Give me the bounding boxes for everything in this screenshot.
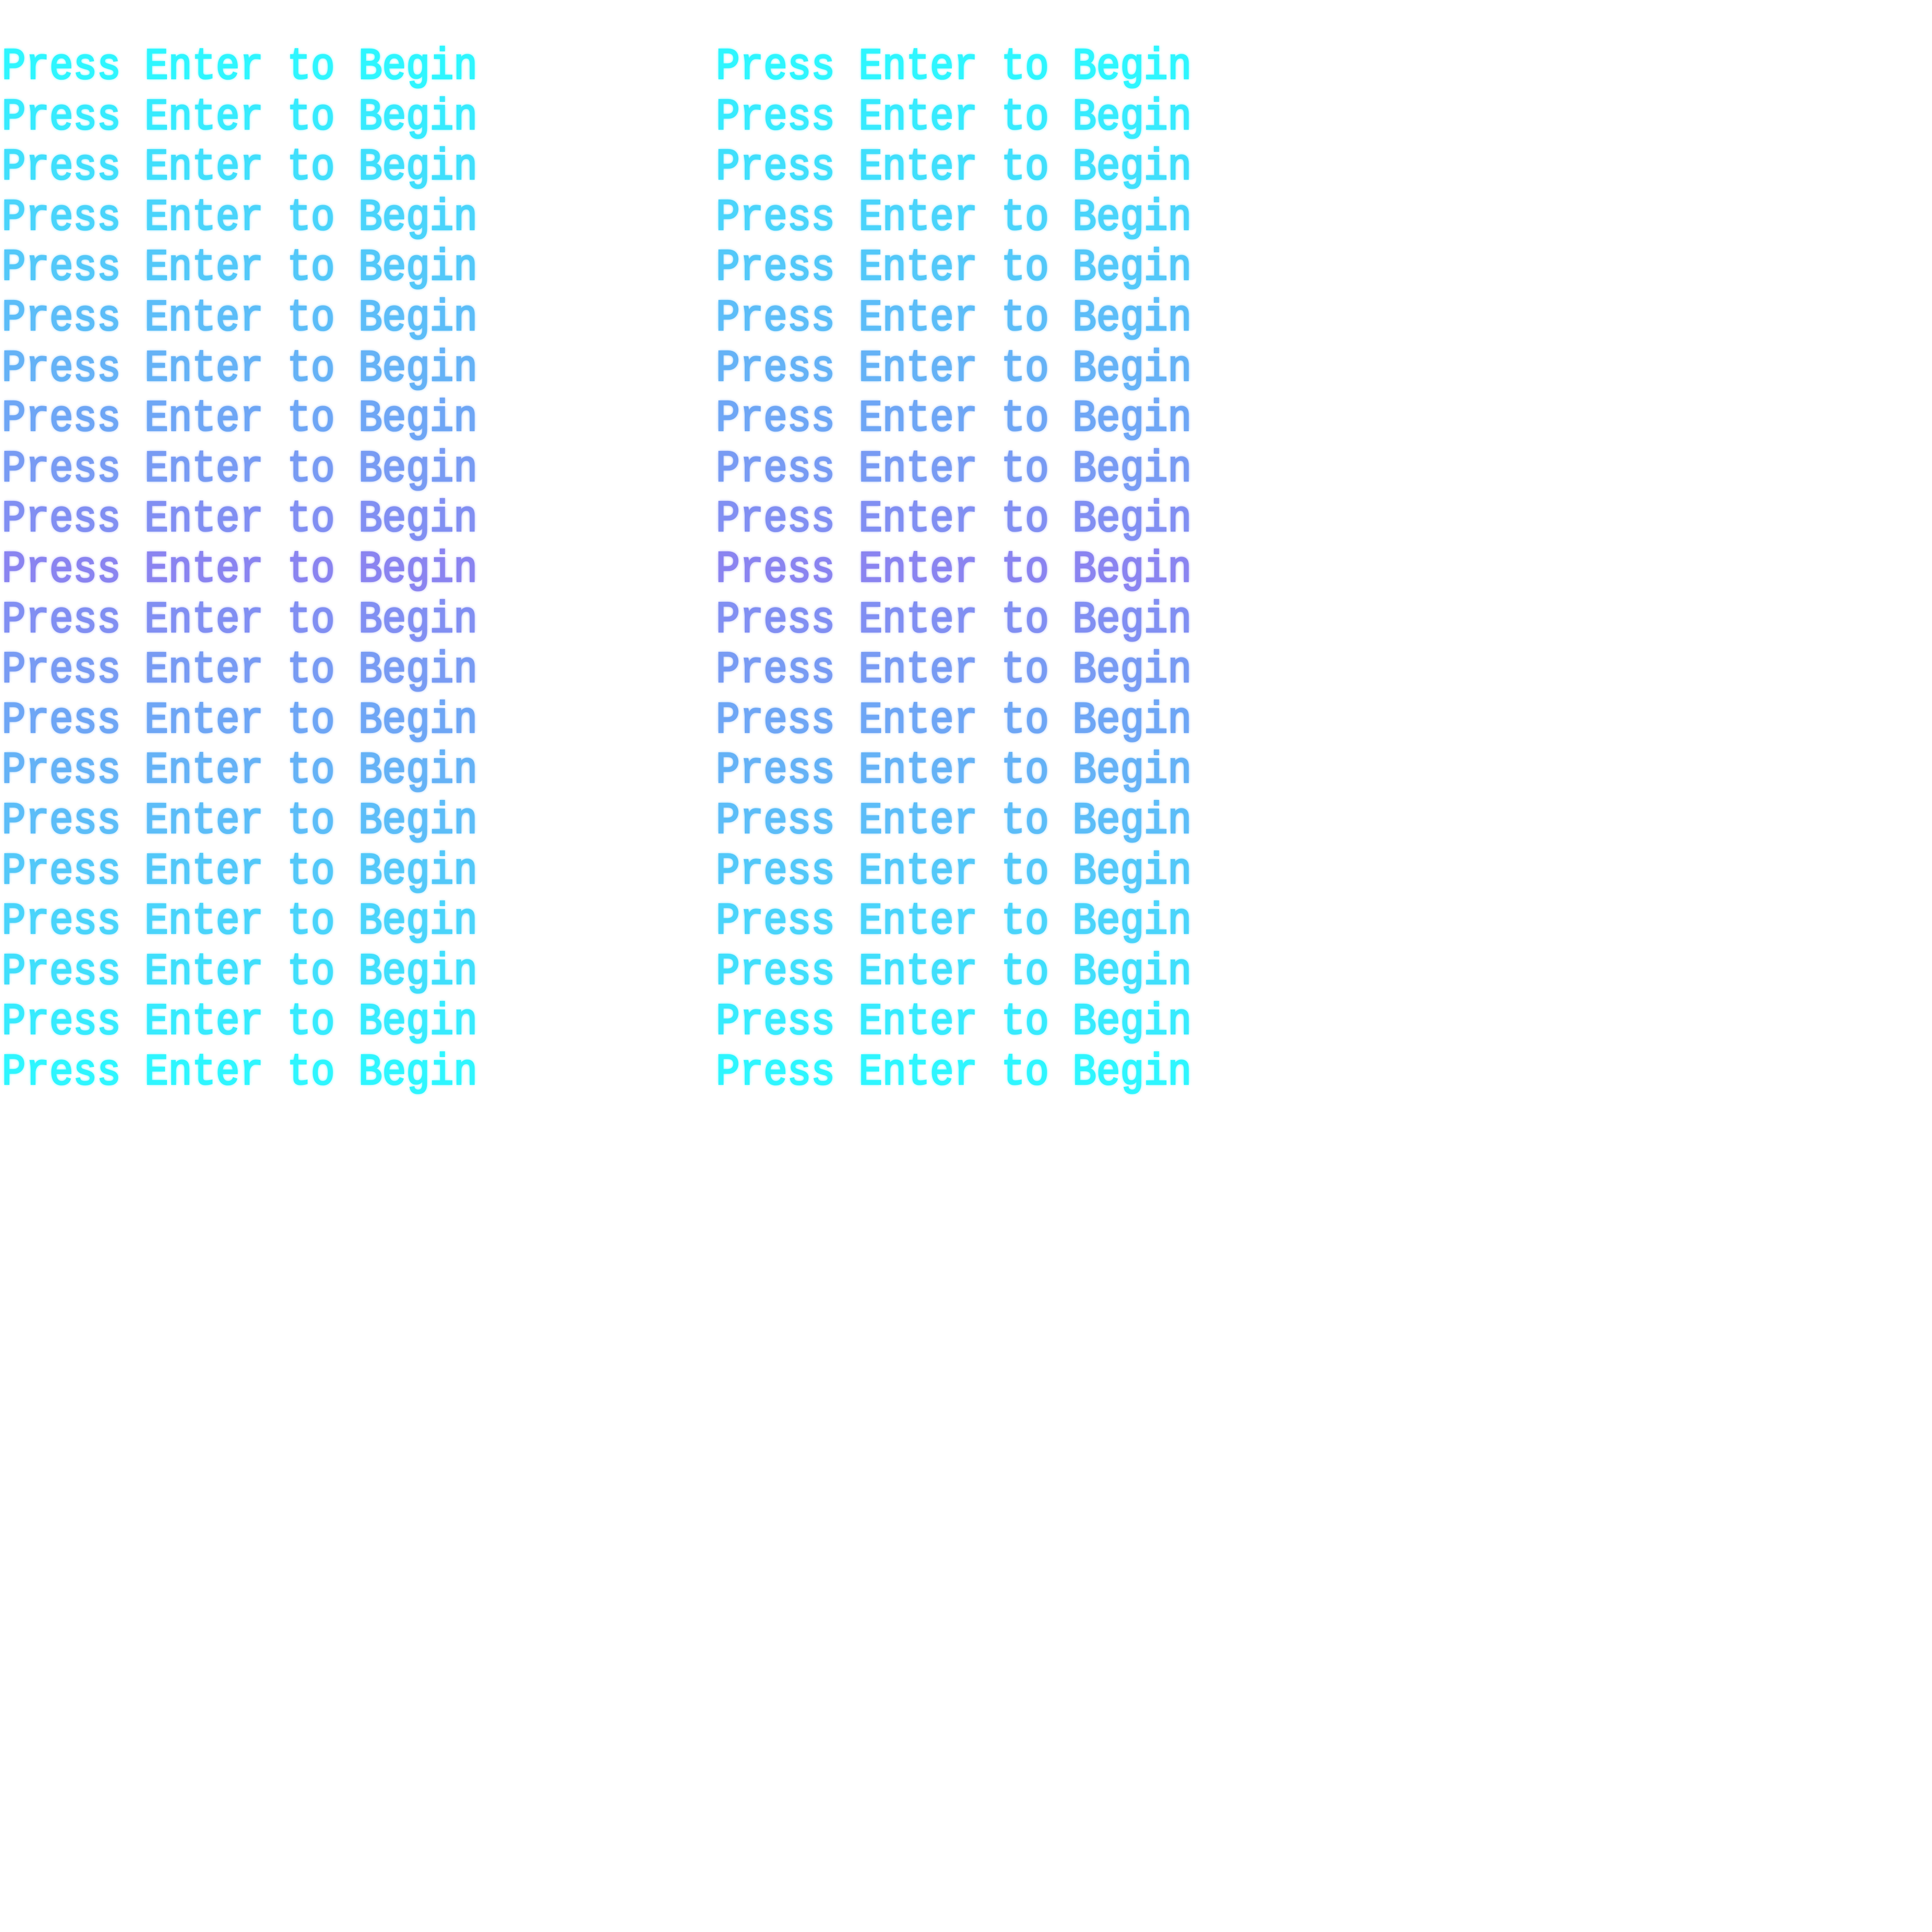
press-enter-prompt: Press Enter to Begin <box>1 796 478 847</box>
press-enter-prompt: Press Enter to Begin <box>1 545 478 595</box>
press-enter-prompt: Press Enter to Begin <box>715 193 1192 243</box>
press-enter-prompt: Press Enter to Begin <box>1 444 478 495</box>
press-enter-prompt: Press Enter to Begin <box>715 545 1192 595</box>
press-enter-prompt: Press Enter to Begin <box>1 696 478 746</box>
press-enter-prompt: Press Enter to Begin <box>1 343 478 394</box>
press-enter-prompt: Press Enter to Begin <box>715 1048 1192 1098</box>
press-enter-prompt: Press Enter to Begin <box>715 645 1192 696</box>
press-enter-prompt: Press Enter to Begin <box>1 595 478 646</box>
press-enter-prompt: Press Enter to Begin <box>715 293 1192 344</box>
press-enter-prompt: Press Enter to Begin <box>715 947 1192 998</box>
press-enter-prompt: Press Enter to Begin <box>1 645 478 696</box>
press-enter-prompt: Press Enter to Begin <box>715 343 1192 394</box>
press-enter-prompt: Press Enter to Begin <box>715 796 1192 847</box>
press-enter-prompt: Press Enter to Begin <box>1 92 478 143</box>
press-enter-prompt: Press Enter to Begin <box>715 92 1192 143</box>
press-enter-prompt: Press Enter to Begin <box>715 394 1192 444</box>
press-enter-prompt: Press Enter to Begin <box>1 394 478 444</box>
press-enter-prompt: Press Enter to Begin <box>1 293 478 344</box>
press-enter-prompt: Press Enter to Begin <box>715 897 1192 947</box>
press-enter-prompt: Press Enter to Begin <box>1 42 478 92</box>
press-enter-prompt: Press Enter to Begin <box>715 494 1192 545</box>
press-enter-prompt: Press Enter to Begin <box>1 947 478 998</box>
press-enter-prompt: Press Enter to Begin <box>715 42 1192 92</box>
press-enter-prompt: Press Enter to Begin <box>1 997 478 1048</box>
press-enter-prompt: Press Enter to Begin <box>715 595 1192 646</box>
press-enter-prompt: Press Enter to Begin <box>715 142 1192 193</box>
press-enter-prompt: Press Enter to Begin <box>715 444 1192 495</box>
press-enter-prompt: Press Enter to Begin <box>1 846 478 897</box>
press-enter-prompt: Press Enter to Begin <box>1 1048 478 1098</box>
press-enter-prompt: Press Enter to Begin <box>1 746 478 797</box>
press-enter-prompt: Press Enter to Begin <box>1 494 478 545</box>
press-enter-prompt: Press Enter to Begin <box>715 997 1192 1048</box>
press-enter-prompt: Press Enter to Begin <box>1 897 478 947</box>
press-enter-prompt: Press Enter to Begin <box>1 193 478 243</box>
press-enter-prompt: Press Enter to Begin <box>715 696 1192 746</box>
press-enter-prompt: Press Enter to Begin <box>715 746 1192 797</box>
press-enter-prompt: Press Enter to Begin <box>1 142 478 193</box>
press-enter-prompt: Press Enter to Begin <box>1 243 478 294</box>
press-enter-prompt: Press Enter to Begin <box>715 243 1192 294</box>
press-enter-prompt: Press Enter to Begin <box>715 846 1192 897</box>
